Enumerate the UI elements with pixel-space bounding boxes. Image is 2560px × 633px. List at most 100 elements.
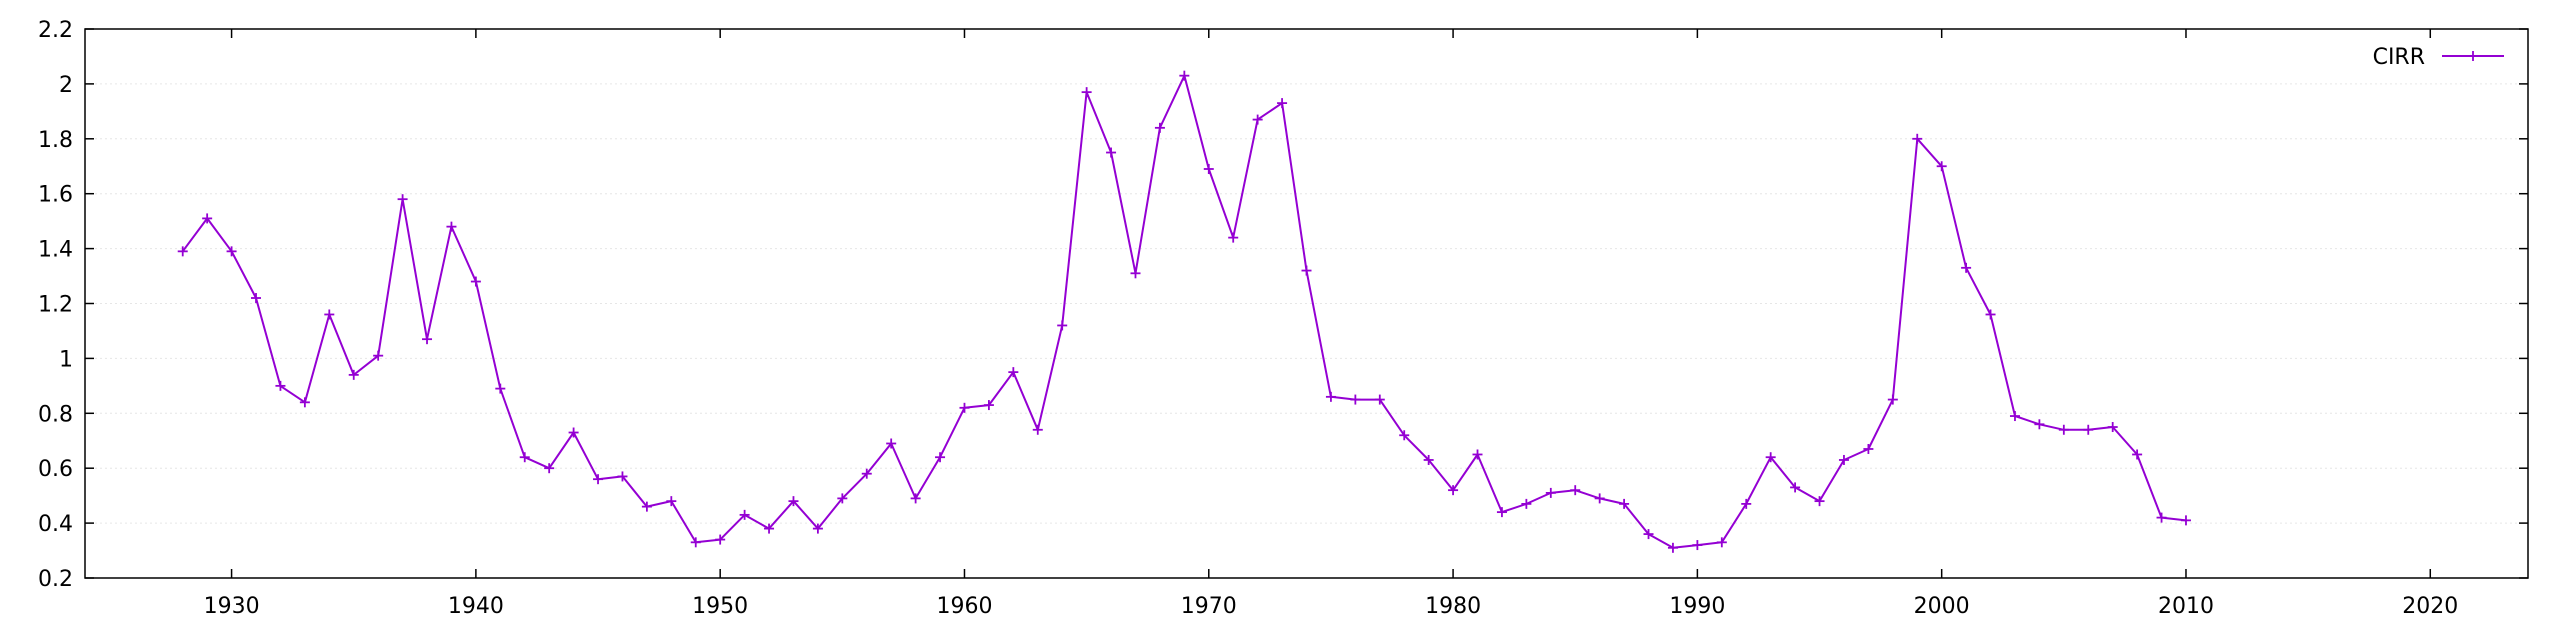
data-point bbox=[1741, 498, 1752, 509]
data-point bbox=[690, 537, 701, 548]
data-point bbox=[1130, 268, 1141, 279]
data-point bbox=[1985, 309, 1996, 320]
data-point bbox=[1448, 485, 1459, 496]
data-point bbox=[788, 496, 799, 507]
data-point bbox=[1277, 98, 1288, 109]
series-line bbox=[181, 74, 2187, 549]
data-point bbox=[2034, 419, 2045, 430]
data-point bbox=[715, 534, 726, 545]
data-point bbox=[1667, 542, 1678, 553]
data-point bbox=[1228, 232, 1239, 243]
y-tick-label: 0.8 bbox=[38, 402, 73, 427]
data-point bbox=[495, 383, 506, 394]
data-point bbox=[1325, 391, 1336, 402]
data-point bbox=[1032, 424, 1043, 435]
data-point bbox=[812, 523, 823, 534]
x-tick-label: 1960 bbox=[936, 594, 992, 619]
data-point bbox=[886, 438, 897, 449]
series bbox=[177, 70, 2191, 553]
data-point bbox=[2156, 512, 2167, 523]
legend-label: CIRR bbox=[2373, 45, 2425, 70]
y-tick-label: 1.8 bbox=[38, 128, 73, 153]
data-point bbox=[593, 474, 604, 485]
data-point bbox=[422, 334, 433, 345]
data-point bbox=[910, 493, 921, 504]
data-point bbox=[202, 213, 213, 224]
y-tick-label: 0.6 bbox=[38, 457, 73, 482]
data-point bbox=[1423, 454, 1434, 465]
data-point bbox=[2009, 411, 2020, 422]
data-point bbox=[641, 501, 652, 512]
data-point bbox=[617, 471, 628, 482]
data-point bbox=[1887, 394, 1898, 405]
y-tick-label: 0.2 bbox=[38, 567, 73, 592]
data-point bbox=[2180, 515, 2191, 526]
data-point bbox=[1081, 87, 1092, 98]
data-point bbox=[1912, 133, 1923, 144]
data-point bbox=[739, 509, 750, 520]
x-tick-label: 2010 bbox=[2158, 594, 2214, 619]
data-point bbox=[1692, 540, 1703, 551]
y-tick-label: 1.4 bbox=[38, 238, 73, 263]
x-tick-label: 1930 bbox=[204, 594, 260, 619]
y-tick-label: 1.6 bbox=[38, 183, 73, 208]
x-tick-label: 1990 bbox=[1669, 594, 1725, 619]
data-point bbox=[764, 523, 775, 534]
data-point bbox=[275, 380, 286, 391]
data-point bbox=[397, 194, 408, 205]
legend: CIRR bbox=[2373, 45, 2504, 70]
data-point bbox=[373, 350, 384, 361]
data-point bbox=[1961, 262, 1972, 273]
data-point bbox=[251, 293, 262, 304]
data-point bbox=[1619, 498, 1630, 509]
data-point bbox=[1203, 163, 1214, 174]
data-point bbox=[1545, 487, 1556, 498]
data-point bbox=[544, 463, 555, 474]
data-point bbox=[1838, 454, 1849, 465]
data-point bbox=[1643, 529, 1654, 540]
data-point bbox=[1496, 507, 1507, 518]
axes: 0.2 0.4 0.6 0.8 1 1.2 1.4 1.6 1.8 2 2.2 1930 1940 195… bbox=[38, 18, 2529, 619]
data-point bbox=[837, 493, 848, 504]
data-point bbox=[519, 452, 530, 463]
data-point bbox=[1814, 496, 1825, 507]
y-tick-label: 1 bbox=[59, 347, 73, 372]
y-tick-label: 1.2 bbox=[38, 293, 73, 318]
data-point bbox=[226, 246, 237, 257]
data-point bbox=[1057, 320, 1068, 331]
x-tick-label: 1940 bbox=[448, 594, 504, 619]
data-point bbox=[1350, 394, 1361, 405]
data-point bbox=[1936, 161, 1947, 172]
data-point bbox=[2107, 422, 2118, 433]
data-point bbox=[1399, 430, 1410, 441]
data-point bbox=[348, 369, 359, 380]
data-point bbox=[1765, 452, 1776, 463]
data-point bbox=[983, 400, 994, 411]
data-point bbox=[1179, 70, 1190, 81]
y-tick-label: 0.4 bbox=[38, 512, 73, 537]
data-point bbox=[2058, 424, 2069, 435]
data-point bbox=[446, 221, 457, 232]
data-point bbox=[568, 427, 579, 438]
data-point bbox=[1252, 114, 1263, 125]
data-point bbox=[1716, 537, 1727, 548]
data-point bbox=[1154, 122, 1165, 133]
data-point bbox=[2083, 424, 2094, 435]
data-point bbox=[470, 276, 481, 287]
y-tick-label: 2 bbox=[59, 73, 73, 98]
data-point bbox=[959, 402, 970, 413]
data-point bbox=[1008, 367, 1019, 378]
data-point bbox=[1594, 493, 1605, 504]
data-point bbox=[1521, 498, 1532, 509]
data-point bbox=[1374, 394, 1385, 405]
data-point bbox=[861, 468, 872, 479]
data-point bbox=[299, 397, 310, 408]
data-point bbox=[2132, 449, 2143, 460]
x-tick-label: 2000 bbox=[1914, 594, 1970, 619]
data-point bbox=[1106, 147, 1117, 158]
y-tick-label: 2.2 bbox=[38, 18, 73, 43]
data-point bbox=[324, 309, 335, 320]
data-point bbox=[1790, 482, 1801, 493]
